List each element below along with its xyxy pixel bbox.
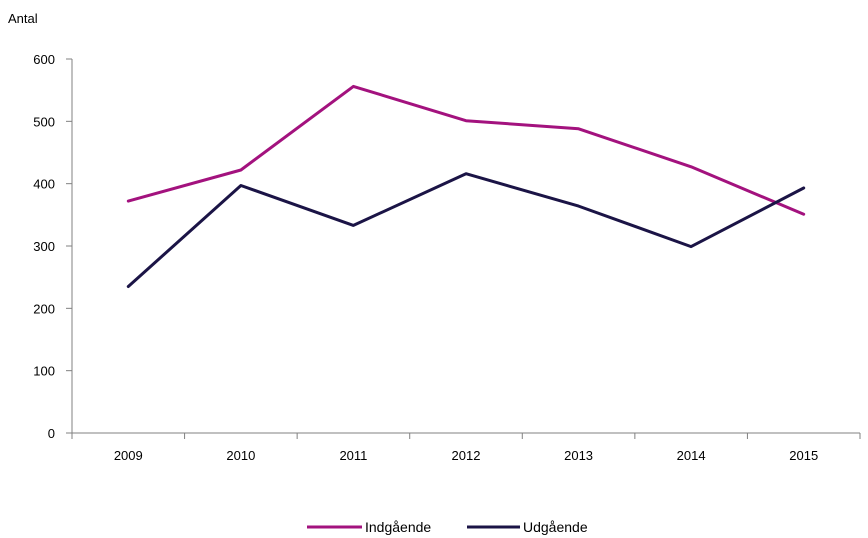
y-tick-label: 100 [33, 364, 55, 379]
x-tick-label: 2009 [114, 448, 143, 463]
x-tick-label: 2014 [677, 448, 706, 463]
series-lines [126, 84, 806, 288]
y-tick-label: 400 [33, 177, 55, 192]
legend-item: Udgående [467, 519, 588, 535]
series-line-indgaaende [126, 84, 806, 216]
series-line-udgaaende [126, 172, 806, 288]
y-tick-label: 600 [33, 52, 55, 67]
legend-item: Indgående [307, 519, 431, 535]
x-tick-label: 2013 [564, 448, 593, 463]
legend-label: Udgående [523, 519, 588, 535]
x-tick-label: 2012 [452, 448, 481, 463]
x-tick-label: 2015 [789, 448, 818, 463]
y-tick-label: 0 [48, 426, 55, 441]
y-tick-label: 500 [33, 114, 55, 129]
legend-label: Indgående [365, 519, 431, 535]
x-tick-label: 2011 [339, 448, 367, 463]
y-tick-label: 300 [33, 239, 55, 254]
y-tick-label: 200 [33, 301, 55, 316]
y-axis-ticks: 0 100 200 300 400 500 600 [33, 52, 72, 441]
y-axis-title: Antal [8, 11, 38, 26]
x-tick-label: 2010 [226, 448, 255, 463]
x-axis-ticks: 2009 2010 2011 2012 2013 2014 2015 [71, 433, 861, 463]
legend: Indgående Udgående [307, 519, 588, 535]
